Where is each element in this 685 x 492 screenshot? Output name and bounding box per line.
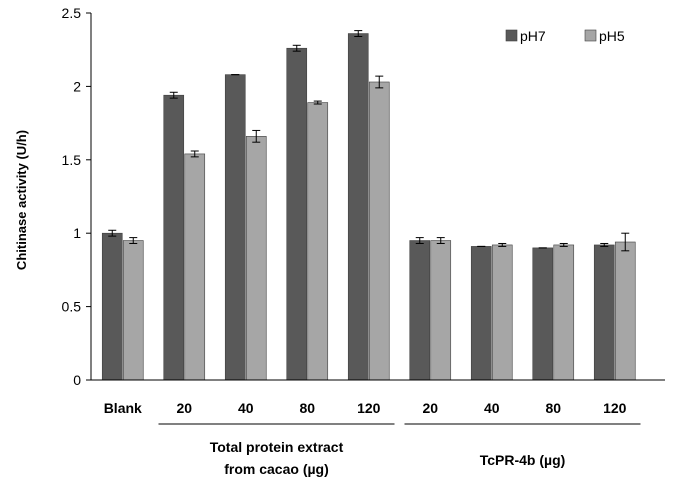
error-bar-ph5-5 (436, 237, 445, 244)
legend: pH7 pH5 (505, 28, 625, 44)
bar-ph7-2 (224, 74, 246, 381)
group-labels: Total protein extract from cacao (µg) TcPR… (158, 423, 641, 477)
error-bar-ph7-5 (415, 237, 424, 244)
bar-ph5-8 (614, 241, 636, 381)
legend-swatch-ph7 (505, 29, 518, 42)
error-bar-ph5-1 (190, 150, 199, 158)
y-tick-labels: 0 0.5 1 1.5 2 2.5 (62, 5, 82, 388)
y-tick-label: 1 (73, 225, 81, 241)
bar-ph5-6 (491, 244, 513, 381)
category-label-0: Blank (104, 400, 142, 416)
legend-label-ph7: pH7 (520, 28, 546, 44)
y-tick-label: 0 (73, 372, 81, 388)
bar-ph7-1 (163, 94, 185, 381)
category-label-2: 40 (238, 400, 254, 416)
bar-ph7-3 (286, 47, 308, 381)
y-tick-label: 2.5 (62, 5, 82, 21)
category-label-6: 40 (484, 400, 500, 416)
bar-ph5-4 (368, 81, 390, 381)
category-label-3: 80 (299, 400, 315, 416)
bar-ph7-6 (470, 246, 492, 381)
legend-label-ph5: pH5 (599, 28, 625, 44)
category-label-5: 20 (422, 400, 438, 416)
bar-ph5-1 (184, 153, 206, 381)
category-label-1: 20 (176, 400, 192, 416)
y-axis (86, 12, 92, 381)
error-bar-ph5-2 (252, 129, 261, 143)
bar-ph5-2 (245, 136, 267, 381)
group-label-1: TcPR-4b (µg) (480, 452, 566, 468)
y-tick-label: 2 (73, 78, 81, 94)
group-label-0: Total protein extract (210, 439, 344, 455)
bar-ph5-7 (553, 244, 575, 381)
error-bar-ph5-7 (559, 242, 568, 247)
y-axis-title: Chitinase activity (U/h) (14, 130, 29, 270)
bar-ph5-3 (307, 102, 329, 381)
category-label-7: 80 (545, 400, 561, 416)
bar-ph5-0 (122, 240, 144, 381)
category-label-8: 120 (603, 400, 627, 416)
legend-swatch-ph5 (584, 29, 597, 42)
bar-ph7-4 (347, 33, 369, 381)
error-bar-ph7-0 (108, 229, 117, 237)
error-bar-ph5-0 (129, 237, 138, 244)
bars (101, 33, 636, 381)
error-bar-ph5-6 (498, 242, 507, 247)
error-bar-ph7-3 (292, 44, 301, 52)
bar-ph7-8 (593, 244, 615, 381)
error-bar-ph5-4 (375, 75, 384, 89)
error-bar-ph5-8 (621, 232, 630, 252)
error-bar-ph7-1 (169, 91, 178, 99)
group-label-0-line2: from cacao (µg) (224, 461, 329, 477)
error-bar-ph7-4 (354, 30, 363, 37)
error-bar-ph5-3 (313, 100, 322, 105)
y-tick-label: 1.5 (62, 152, 82, 168)
y-tick-label: 0.5 (62, 299, 82, 315)
error-bars (108, 30, 630, 252)
category-label-4: 120 (357, 400, 381, 416)
bar-ph7-0 (101, 232, 123, 381)
bar-ph7-5 (409, 240, 431, 381)
bar-ph7-7 (532, 247, 554, 381)
error-bar-ph7-8 (600, 242, 609, 247)
bar-ph5-5 (430, 240, 452, 381)
category-labels: Blank 20 40 80 120 20 40 80 120 (104, 400, 627, 416)
